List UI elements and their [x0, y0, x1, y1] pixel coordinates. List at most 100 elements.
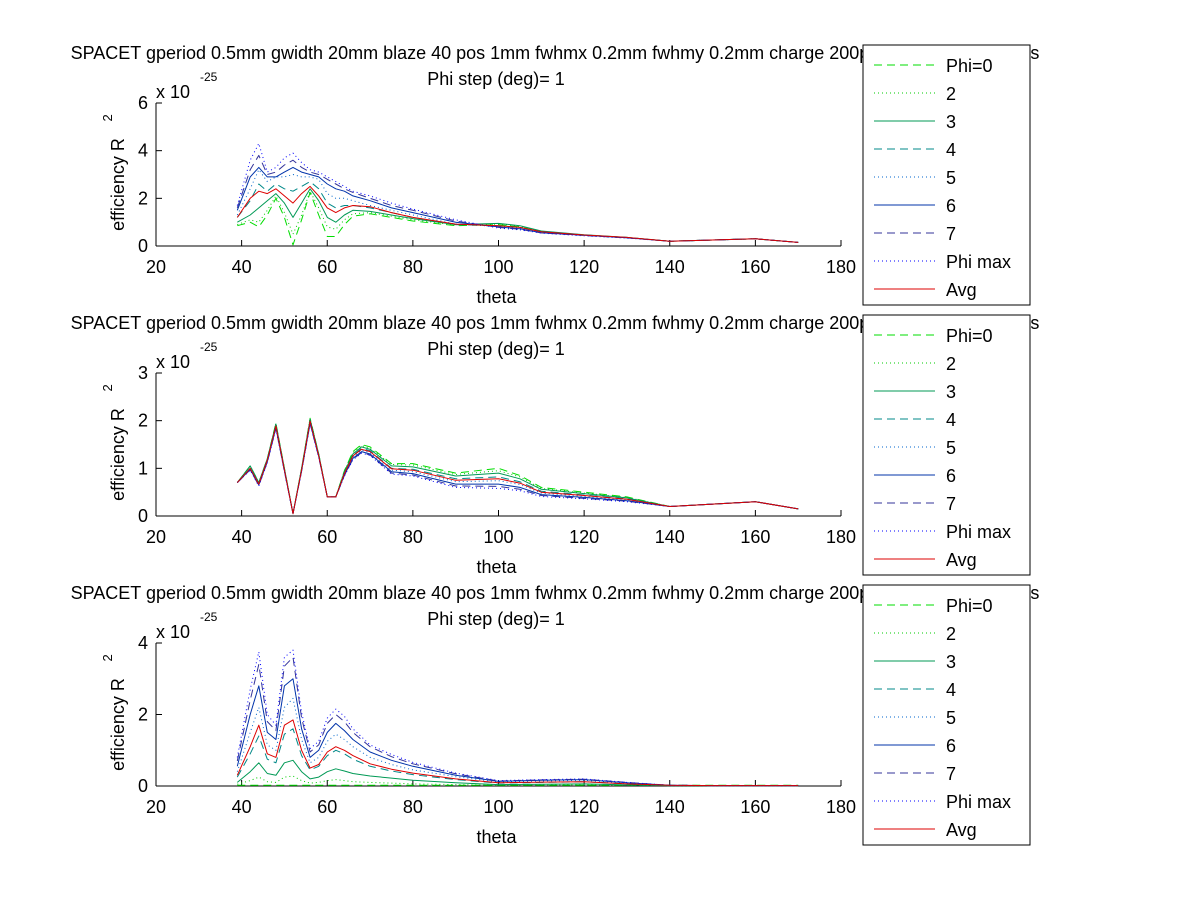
legend-entry-label: 5	[946, 438, 956, 458]
legend-entry-label: 6	[946, 196, 956, 216]
chart-subtitle: Phi step (deg)= 1	[427, 339, 565, 359]
subplot-2: SPACET gperiod 0.5mm gwidth 20mm blaze 4…	[71, 313, 1040, 577]
x-tick-label: 60	[317, 257, 337, 277]
subplot-1: SPACET gperiod 0.5mm gwidth 20mm blaze 4…	[71, 43, 1040, 307]
series-line-7	[236, 656, 799, 787]
y-axis-label: efficiency R	[108, 678, 128, 771]
legend-entry-label: 3	[946, 382, 956, 402]
x-tick-label: 40	[232, 527, 252, 547]
chart-subtitle: Phi step (deg)= 1	[427, 69, 565, 89]
y-tick-label: 6	[138, 93, 148, 113]
y-tick-label: 0	[138, 236, 148, 256]
x-tick-label: 20	[146, 257, 166, 277]
x-tick-label: 60	[317, 797, 337, 817]
y-tick-label: 2	[138, 705, 148, 725]
legend-entry-label: Avg	[946, 280, 977, 300]
chart-title: SPACET gperiod 0.5mm gwidth 20mm blaze 4…	[71, 43, 1040, 63]
y-tick-label: 4	[138, 141, 148, 161]
y-axis-label-superscript: 2	[100, 654, 115, 661]
x-tick-label: 160	[740, 257, 770, 277]
x-tick-label: 100	[483, 527, 513, 547]
legend-entry-label: 5	[946, 168, 956, 188]
y-tick-label: 0	[138, 506, 148, 526]
legend-entry-label: Phi max	[946, 792, 1011, 812]
x-tick-label: 140	[655, 797, 685, 817]
y-axis-label: efficiency R	[108, 138, 128, 231]
legend-entry-label: 4	[946, 140, 956, 160]
y-multiplier: x 10	[156, 82, 190, 102]
x-tick-label: 160	[740, 527, 770, 547]
x-tick-label: 120	[569, 797, 599, 817]
legend-entry-label: Avg	[946, 550, 977, 570]
chart-subtitle: Phi step (deg)= 1	[427, 609, 565, 629]
x-axis-label: theta	[476, 287, 517, 307]
x-tick-label: 140	[655, 257, 685, 277]
x-tick-label: 120	[569, 527, 599, 547]
series-line-9	[236, 420, 799, 515]
x-tick-label: 180	[826, 257, 856, 277]
legend-entry-label: 3	[946, 652, 956, 672]
y-axis-label-superscript: 2	[100, 114, 115, 121]
legend-entry-label: Phi max	[946, 522, 1011, 542]
y-tick-label: 4	[138, 633, 148, 653]
x-tick-label: 100	[483, 257, 513, 277]
x-tick-label: 80	[403, 797, 423, 817]
x-axis-label: theta	[476, 557, 517, 577]
x-tick-label: 140	[655, 527, 685, 547]
legend-entry-label: Phi max	[946, 252, 1011, 272]
x-tick-label: 180	[826, 527, 856, 547]
y-multiplier-exponent: -25	[200, 610, 218, 624]
x-tick-label: 100	[483, 797, 513, 817]
legend-entry-label: 4	[946, 680, 956, 700]
legend-entry-label: 7	[946, 224, 956, 244]
series-line-5	[236, 421, 799, 515]
y-axis-label-superscript: 2	[100, 384, 115, 391]
legend-entry-label: 6	[946, 736, 956, 756]
legend-entry-label: Avg	[946, 820, 977, 840]
y-axis-label: efficiency R	[108, 408, 128, 501]
x-tick-label: 40	[232, 257, 252, 277]
legend-entry-label: Phi=0	[946, 326, 993, 346]
series-line-8	[236, 143, 799, 243]
x-tick-label: 20	[146, 527, 166, 547]
x-tick-label: 160	[740, 797, 770, 817]
subplot-3: SPACET gperiod 0.5mm gwidth 20mm blaze 4…	[71, 583, 1040, 847]
y-tick-label: 3	[138, 363, 148, 383]
chart-title: SPACET gperiod 0.5mm gwidth 20mm blaze 4…	[71, 313, 1040, 333]
x-tick-label: 20	[146, 797, 166, 817]
series-line-2	[237, 190, 799, 243]
legend-entry-label: 2	[946, 624, 956, 644]
series-line-9	[236, 185, 799, 243]
x-tick-label: 60	[317, 527, 337, 547]
legend-entry-label: 2	[946, 84, 956, 104]
legend-box	[862, 584, 1031, 846]
y-multiplier: x 10	[156, 622, 190, 642]
x-tick-label: 40	[232, 797, 252, 817]
x-tick-label: 180	[826, 797, 856, 817]
y-tick-label: 2	[138, 411, 148, 431]
chart-title: SPACET gperiod 0.5mm gwidth 20mm blaze 4…	[71, 583, 1040, 603]
legend-entry-label: 7	[946, 764, 956, 784]
series-line-9	[236, 719, 799, 787]
legend-entry-label: 6	[946, 466, 956, 486]
legend-entry-label: 4	[946, 410, 956, 430]
legend-box	[862, 44, 1031, 306]
legend-entry-label: 3	[946, 112, 956, 132]
x-tick-label: 80	[403, 527, 423, 547]
y-tick-label: 1	[138, 458, 148, 478]
x-tick-label: 120	[569, 257, 599, 277]
legend-box	[862, 314, 1031, 576]
y-multiplier-exponent: -25	[200, 70, 218, 84]
legend-entry-label: Phi=0	[946, 56, 993, 76]
series-line-7	[236, 154, 799, 243]
x-axis-label: theta	[476, 827, 517, 847]
y-multiplier-exponent: -25	[200, 340, 218, 354]
y-multiplier: x 10	[156, 352, 190, 372]
y-tick-label: 0	[138, 776, 148, 796]
series-line-3	[236, 759, 799, 787]
y-tick-label: 2	[138, 188, 148, 208]
legend-entry-label: 7	[946, 494, 956, 514]
legend-entry-label: 2	[946, 354, 956, 374]
x-tick-label: 80	[403, 257, 423, 277]
